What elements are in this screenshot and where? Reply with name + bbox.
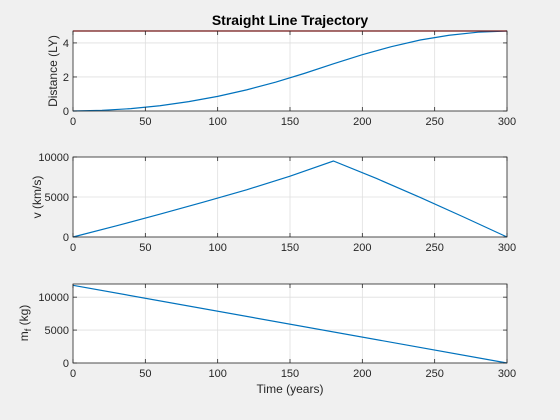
- x-tick-label: 0: [70, 116, 76, 128]
- x-tick-label: 300: [498, 368, 516, 380]
- x-tick-label: 50: [139, 368, 151, 380]
- series-line-mass: [72, 284, 508, 364]
- axes-mass: 0 50 100 150 200 250 300 0 5000 10000: [38, 283, 516, 380]
- x-tick-label: 150: [281, 242, 299, 254]
- x-tick-label: 200: [353, 242, 371, 254]
- ylabel-mass-subscript: f: [23, 328, 33, 331]
- y-tick-label: 0: [63, 106, 69, 118]
- x-tick-label: 100: [208, 116, 226, 128]
- x-tick-label: 250: [425, 242, 443, 254]
- y-tick-label: 0: [63, 232, 69, 244]
- y-tick-label: 5000: [45, 192, 69, 204]
- x-tick-label: 100: [208, 368, 226, 380]
- y-tick-label: 5000: [45, 325, 69, 337]
- chart-title: Straight Line Trajectory: [212, 12, 369, 28]
- x-tick-label: 0: [70, 368, 76, 380]
- ylabel-distance: Distance (LY): [46, 35, 60, 107]
- ylabel-mass-main: m: [17, 331, 31, 341]
- x-tick-label: 150: [281, 116, 299, 128]
- ylabel-mass: mf (kg): [17, 305, 33, 342]
- x-tick-label: 200: [353, 116, 371, 128]
- x-tick-label: 300: [498, 242, 516, 254]
- x-tick-label: 250: [425, 368, 443, 380]
- y-tick-label: 10000: [38, 292, 69, 304]
- y-tick-label: 0: [63, 358, 69, 370]
- x-tick-label: 150: [281, 368, 299, 380]
- y-tick-label: 10000: [38, 152, 69, 164]
- ylabel-mass-units: (kg): [17, 305, 31, 329]
- x-tick-label: 50: [139, 116, 151, 128]
- axes-velocity: 0 50 100 150 200 250 300 0 5000 10000: [38, 152, 516, 254]
- x-tick-label: 0: [70, 242, 76, 254]
- x-tick-label: 250: [425, 116, 443, 128]
- axes-distance: 0 50 100 150 200 250 300 0 2 4: [63, 30, 516, 128]
- series-line-velocity: [72, 160, 508, 238]
- ylabel-velocity: v (km/s): [30, 176, 44, 219]
- x-tick-label: 200: [353, 368, 371, 380]
- xlabel-time: Time (years): [257, 382, 324, 396]
- x-tick-label: 50: [139, 242, 151, 254]
- y-tick-label: 4: [63, 38, 69, 50]
- y-tick-label: 2: [63, 72, 69, 84]
- x-tick-label: 100: [208, 242, 226, 254]
- x-tick-label: 300: [498, 116, 516, 128]
